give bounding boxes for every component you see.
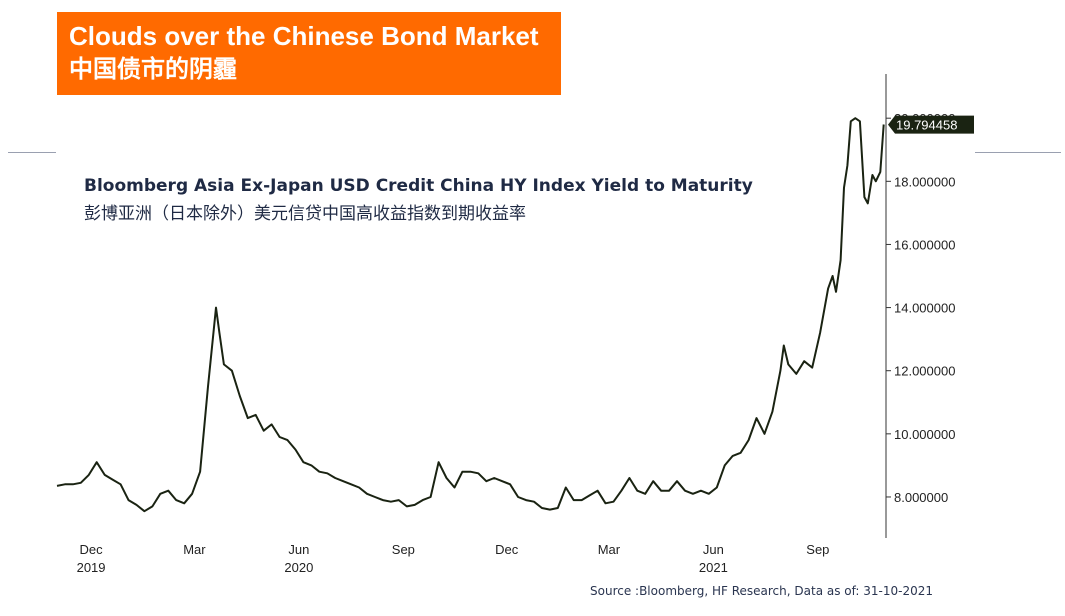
series-group	[56, 117, 885, 513]
last-value-badge	[888, 115, 974, 134]
x-axis-ticks: Dec 2019 Mar Jun 2020 Sep Dec Mar Jun 2021 Sep	[77, 542, 830, 575]
y-tick-label: 12.000000	[894, 364, 955, 379]
x-tick-label: Mar	[183, 542, 206, 557]
chart-title: Bloomberg Asia Ex-Japan USD Credit China…	[84, 176, 753, 196]
x-tick-label: Sep	[392, 542, 415, 557]
yield-series-line	[56, 117, 885, 513]
x-tick-year-label: 2019	[77, 560, 106, 575]
title-banner: Clouds over the Chinese Bond Market 中国债市…	[57, 12, 561, 95]
chart-subtitle: 彭博亚洲（日本除外）美元信贷中国高收益指数到期收益率	[84, 204, 526, 224]
x-tick-year-label: 2021	[699, 560, 728, 575]
x-tick-label: Jun	[288, 542, 309, 557]
x-tick-label: Dec	[80, 542, 104, 557]
x-tick-year-label: 2020	[284, 560, 313, 575]
source-note: Source :Bloomberg, HF Research, Data as …	[590, 584, 934, 598]
last-value-marker: 19.794458	[888, 115, 974, 134]
banner-title: Clouds over the Chinese Bond Market	[69, 21, 539, 51]
x-tick-label: Mar	[598, 542, 621, 557]
banner-subtitle: 中国债市的阴霾	[69, 55, 237, 83]
divider-left	[8, 152, 56, 153]
x-tick-label: Dec	[495, 542, 519, 557]
x-tick-label: Sep	[806, 542, 829, 557]
y-tick-label: 8.000000	[894, 490, 948, 505]
divider-right	[975, 152, 1061, 153]
last-value-label: 19.794458	[896, 118, 957, 133]
y-tick-label: 10.000000	[894, 427, 955, 442]
x-tick-label: Jun	[703, 542, 724, 557]
y-axis-ticks: 8.000000 10.000000 12.000000 14.000000 16.00…	[886, 111, 955, 505]
y-tick-label: 16.000000	[894, 237, 955, 252]
y-tick-label: 14.000000	[894, 301, 955, 316]
y-tick-label: 18.000000	[894, 174, 955, 189]
